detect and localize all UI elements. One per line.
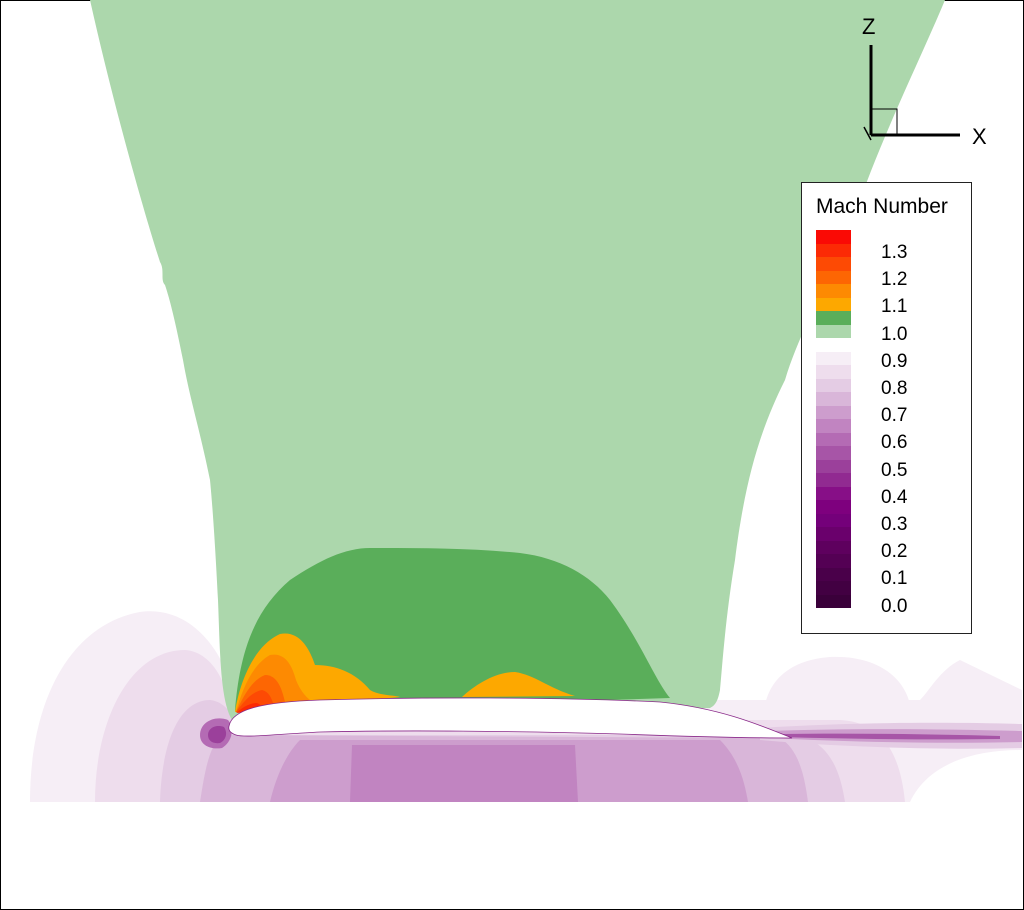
legend-swatch xyxy=(816,554,851,568)
legend-tick-label: 0.0 xyxy=(881,595,908,617)
legend-swatch xyxy=(816,378,851,392)
legend-swatch xyxy=(816,324,851,338)
legend-tick-label: 0.4 xyxy=(881,486,908,508)
legend-swatch xyxy=(816,581,851,595)
legend-swatch xyxy=(816,311,851,325)
legend-swatch xyxy=(816,486,851,500)
legend-swatch xyxy=(816,432,851,446)
legend-swatch xyxy=(816,243,851,257)
legend-swatch xyxy=(816,446,851,460)
legend-swatch xyxy=(816,405,851,419)
legend-swatch xyxy=(816,500,851,514)
airfoil xyxy=(228,697,793,739)
legend-tick-label: 1.3 xyxy=(881,242,908,263)
x-axis-label: X xyxy=(972,124,987,149)
legend-swatch xyxy=(816,419,851,433)
legend-swatch xyxy=(816,459,851,473)
legend-tick-label: 0.7 xyxy=(881,405,908,427)
legend-tick-label: 0.2 xyxy=(881,541,908,563)
legend-swatch xyxy=(816,540,851,554)
legend-tick-label: 0.6 xyxy=(881,432,908,454)
axes-triad: Z X xyxy=(862,14,987,149)
legend-swatch xyxy=(816,365,851,379)
legend-swatch xyxy=(816,594,851,608)
legend-swatch xyxy=(816,473,851,487)
aft-bump xyxy=(765,656,910,705)
legend-tick-label: 0.9 xyxy=(881,350,908,372)
legend-swatch xyxy=(816,513,851,527)
supersonic-pocket xyxy=(235,633,575,713)
legend-tick-label: 0.3 xyxy=(881,514,908,535)
contour-mauve-6 xyxy=(350,745,578,802)
color-legend: Mach Number 1.3 1.2 1.1 1.0 0.9 0.8 0.7 0.6 0.5 0… xyxy=(801,182,972,634)
legend-swatch xyxy=(816,284,851,298)
legend-swatch xyxy=(816,567,851,581)
legend-tick-label: 0.8 xyxy=(881,378,908,399)
legend-swatch xyxy=(816,297,851,311)
legend-swatch xyxy=(816,527,851,541)
legend-swatches xyxy=(816,230,851,608)
legend-tick-label: 1.1 xyxy=(881,296,908,318)
legend-tick-label: 0.5 xyxy=(881,459,908,481)
z-axis-label: Z xyxy=(862,14,875,39)
legend-title: Mach Number xyxy=(816,195,948,218)
legend-swatch xyxy=(816,392,851,406)
legend-tick-label: 0.1 xyxy=(881,568,908,590)
legend-swatch xyxy=(816,351,851,365)
legend-swatch xyxy=(816,270,851,284)
wake xyxy=(760,722,1022,749)
legend-tick-label: 1.0 xyxy=(881,323,908,345)
legend-swatch xyxy=(816,257,851,271)
contour-near-sonic xyxy=(90,0,945,720)
legend-swatch xyxy=(816,230,851,244)
legend-tick-label: 1.2 xyxy=(881,269,908,291)
stagnation-core-inner xyxy=(208,725,227,744)
legend-swatch xyxy=(816,338,851,352)
